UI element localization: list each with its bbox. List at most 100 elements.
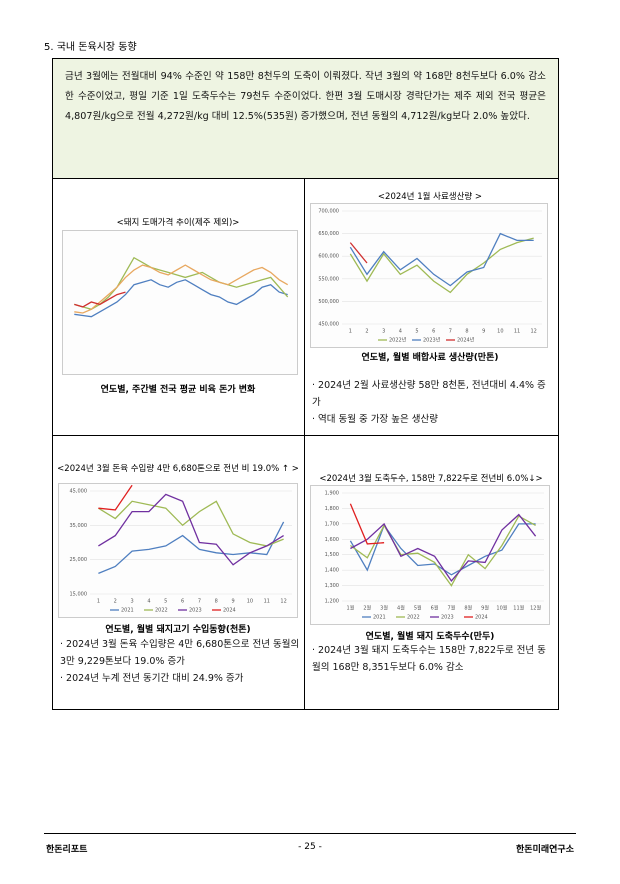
x-tick-label: 10 <box>497 329 503 335</box>
bullets: · 2024년 2월 사료생산량 58만 8천톤, 전년대비 4.4% 증가 · … <box>312 377 548 428</box>
series-line <box>350 515 536 587</box>
x-tick-label: 2월 <box>363 605 371 612</box>
x-tick-label: 7 <box>198 599 201 605</box>
x-tick-label: 3월 <box>380 605 388 612</box>
y-tick-label: 1,800 <box>325 506 339 512</box>
y-tick-label: 35,000 <box>70 523 88 529</box>
y-tick-label: 1,300 <box>325 583 339 589</box>
y-tick-label: 450,000 <box>318 322 339 328</box>
bullet: · 2024년 누계 전년 동기간 대비 24.9% 증가 <box>60 673 244 684</box>
x-tick-label: 8월 <box>464 605 472 612</box>
legend-label: 2021 <box>373 615 386 621</box>
x-tick-label: 1 <box>349 329 352 335</box>
series-line <box>74 279 288 318</box>
x-tick-label: 3 <box>130 599 133 605</box>
x-tick-label: 5 <box>415 329 418 335</box>
x-tick-label: 8 <box>215 599 218 605</box>
legend-label: 2024 <box>475 615 488 621</box>
x-tick-label: 11 <box>514 329 520 335</box>
x-tick-label: 11월 <box>513 605 524 612</box>
x-tick-label: 12 <box>280 599 286 605</box>
x-tick-label: 10월 <box>496 605 507 612</box>
x-tick-label: 1월 <box>347 605 355 612</box>
y-tick-label: 1,900 <box>325 491 339 497</box>
series-line <box>349 242 368 264</box>
x-tick-label: 10 <box>247 599 253 605</box>
x-tick-label: 6월 <box>431 605 439 612</box>
series-line <box>98 500 284 547</box>
section-title: 5. 국내 돈육시장 동향 <box>44 42 137 53</box>
x-tick-label: 2 <box>365 329 368 335</box>
chart: 1,200 1,300 1,400 1,500 1,600 1,700 1,800 1,900… <box>310 485 550 625</box>
x-tick-label: 9월 <box>481 605 489 612</box>
footer-right: 한돈미래연구소 <box>516 845 574 855</box>
legend-label: 2023 <box>189 608 202 614</box>
chart-title: <돼지 도매가격 추이(제주 제외)> <box>116 218 240 228</box>
y-tick-label: 25,000 <box>70 557 88 563</box>
divider <box>52 435 558 436</box>
y-tick-label: 650,000 <box>318 231 339 237</box>
footer-left: 한돈리포트 <box>46 845 88 855</box>
series-line <box>349 503 385 545</box>
bullet: · 역대 동월 중 가장 높은 생산량 <box>312 414 439 425</box>
x-tick-label: 4월 <box>397 605 405 612</box>
x-tick-label: 11 <box>264 599 270 605</box>
x-tick-label: 12 <box>530 329 536 335</box>
legend-label: 2022년 <box>389 337 407 344</box>
x-tick-label: 9 <box>482 329 485 335</box>
legend-label: 2024년 <box>457 337 475 344</box>
y-tick-label: 600,000 <box>318 254 339 260</box>
x-tick-label: 2 <box>114 599 117 605</box>
y-tick-label: 45,000 <box>70 489 88 495</box>
x-tick-label: 3 <box>382 329 385 335</box>
chart-title: <2024년 3월 도축두수, 158만 7,822두로 전년비 6.0%↓> <box>319 474 543 484</box>
x-tick-label: 7월 <box>448 605 456 612</box>
legend-label: 2023년 <box>423 337 441 344</box>
y-tick-label: 1,700 <box>325 521 339 527</box>
y-tick-label: 1,200 <box>325 599 339 605</box>
x-tick-label: 6 <box>181 599 184 605</box>
x-tick-label: 12월 <box>530 605 541 612</box>
series-line <box>98 484 133 511</box>
x-tick-label: 9 <box>231 599 234 605</box>
bullets: · 2024년 3월 돼지 도축두수는 158만 7,822두로 전년 동월의 … <box>312 642 552 676</box>
y-tick-label: 1,400 <box>325 568 339 574</box>
chart <box>62 230 298 375</box>
x-tick-label: 4 <box>399 329 402 335</box>
bullet: · 2024년 3월 돼지 도축두수는 158만 7,822두로 전년 동월의 … <box>312 645 546 673</box>
caption: 연도별, 주간별 전국 평균 비육 돈가 변화 <box>100 385 256 395</box>
caption: 연도별, 월별 돼지 도축두수(만두) <box>365 632 495 642</box>
footer-line <box>44 833 576 834</box>
legend-label: 2022 <box>407 615 420 621</box>
x-tick-label: 1 <box>97 599 100 605</box>
x-tick-label: 5월 <box>414 605 422 612</box>
legend-label: 2022 <box>155 608 168 614</box>
series-line <box>349 232 534 287</box>
page-number: - 25 - <box>298 842 322 852</box>
summary: 금년 3월에는 전월대비 94% 수준인 약 158만 8천두의 도축이 이뤄졌… <box>52 58 559 179</box>
plot-frame <box>310 203 548 348</box>
bullet: · 2024년 2월 사료생산량 58만 8천톤, 전년대비 4.4% 증가 <box>312 380 546 408</box>
series-line <box>74 264 289 314</box>
series-line <box>349 237 534 294</box>
y-tick-label: 700,000 <box>318 209 339 215</box>
divider <box>304 178 305 709</box>
x-tick-label: 6 <box>432 329 435 335</box>
series-line <box>350 513 537 582</box>
legend-label: 2024 <box>223 608 236 614</box>
chart-title: <2024년 1월 사료생산량 > <box>377 192 483 202</box>
chart: 450,000 500,000 550,000 600,000 650,000 700,0… <box>310 203 548 348</box>
x-tick-label: 8 <box>465 329 468 335</box>
plot-frame <box>62 230 298 375</box>
bullet: · 2024년 3월 돈육 수입량은 4만 6,680톤으로 전년 동월의 3만… <box>60 639 300 667</box>
y-tick-label: 1,600 <box>325 537 339 543</box>
y-tick-label: 500,000 <box>318 299 339 305</box>
y-tick-label: 1,500 <box>325 552 339 558</box>
panel-grid <box>52 178 559 710</box>
x-tick-label: 7 <box>449 329 452 335</box>
series-line <box>98 521 285 575</box>
legend-label: 2021 <box>121 608 134 614</box>
series-line <box>74 256 289 310</box>
